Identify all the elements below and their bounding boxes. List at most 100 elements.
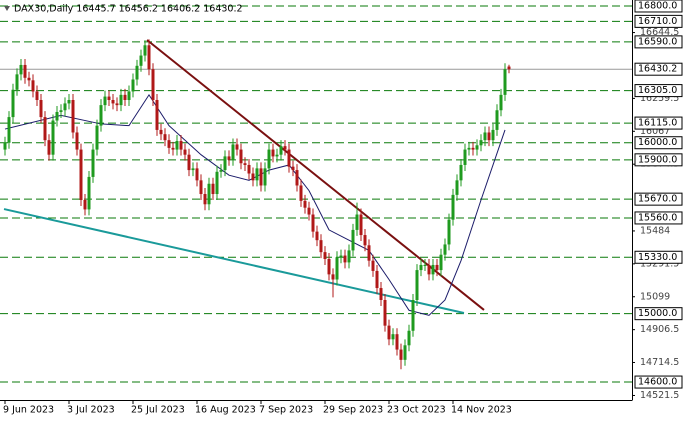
candle-body [139,55,143,66]
candle-body [111,100,115,104]
x-tick-label: 29 Sep 2023 [323,405,383,416]
level-box [634,0,683,13]
candle-body [87,176,91,210]
candle-body [443,244,447,255]
candle-body [155,100,159,130]
candle-body [107,96,111,100]
candle-body [455,180,459,195]
candle-body [383,300,387,326]
y-tick-label: 16067 [640,126,670,137]
candle-body [295,170,299,186]
candle-body [307,207,311,215]
candle-body [47,140,51,155]
candle-body [327,258,331,275]
candle-body [375,270,379,289]
candle-body [347,250,351,263]
candle-body [419,264,423,271]
candle-body [183,149,187,155]
candle-body [267,149,271,169]
candle-body [7,117,11,143]
candle-body [391,334,395,340]
candle-body [335,257,339,280]
candle-body [431,264,435,275]
candle-body [207,183,211,205]
y-tick-label: 14906.5 [640,324,679,335]
candle-body [23,64,27,78]
candle-body [79,149,83,200]
candle-body [83,200,87,210]
candle-body [371,260,375,271]
candle-body [35,91,39,100]
level-box [634,250,683,264]
candle-body [411,300,415,331]
candle-body [499,94,503,111]
plot-area [0,5,632,383]
candle-body [95,125,99,150]
level-box [634,136,683,150]
candle-body [31,80,35,92]
candle-body [231,144,235,160]
level-box [634,84,683,98]
candle-body [119,94,123,106]
level-box [634,307,683,321]
candle-body [323,252,327,259]
x-tick-label: 25 Jul 2023 [131,405,185,416]
level-label: 15560.0 [638,212,677,223]
level-label: 16710.0 [638,16,677,27]
level-label: 16000.0 [638,137,677,148]
x-tick-label: 9 Jun 2023 [3,405,54,416]
candle-body [239,149,243,164]
level-label: 15900.0 [638,154,677,165]
candle-body [199,180,203,195]
candle-body [387,325,391,340]
candle-body [435,264,439,271]
candle-body [15,74,19,90]
x-tick-label: 14 Nov 2023 [451,405,512,416]
candle-body [331,274,335,280]
candle-body [135,65,139,80]
candle-body [203,194,207,205]
candle-body [263,168,267,186]
level-box [634,211,683,225]
candle-body [159,129,163,135]
candle-body [67,100,71,104]
level-box [634,192,683,206]
candle-body [63,103,67,111]
candle-body [343,255,347,263]
level-label: 16305.0 [638,85,677,96]
candle-body [259,168,263,186]
y-tick-label: 15099 [640,291,670,302]
y-tick-label: 14521.5 [640,390,679,401]
candle-body [59,110,63,112]
candle-body [55,111,59,121]
candle-body [175,141,179,150]
candle-body [179,141,183,150]
candle-body [507,66,511,70]
candle-body [103,96,107,106]
candle-body [379,288,383,300]
candle-body [191,168,195,171]
candle-body [447,219,451,245]
candle-body [39,100,43,118]
level-label: 15330.0 [638,252,677,263]
candle-body [487,132,491,141]
candle-body [463,149,467,165]
level-box [634,153,683,167]
candle-body [43,117,47,141]
candle-body [235,144,239,150]
candle-body [287,149,291,167]
y-tick-label: 16644.5 [640,27,679,38]
candle-body [395,334,399,350]
candle-body [223,156,227,171]
y-tick-label: 16259.5 [640,93,679,104]
candle-body [75,132,79,150]
candle-body [19,64,23,75]
candle-body [51,120,55,155]
candle-body [71,100,75,133]
candle-body [255,168,259,181]
level-box [634,375,683,389]
candle-body [163,134,167,141]
symbol-icon [4,6,10,11]
candle-body [459,164,463,181]
